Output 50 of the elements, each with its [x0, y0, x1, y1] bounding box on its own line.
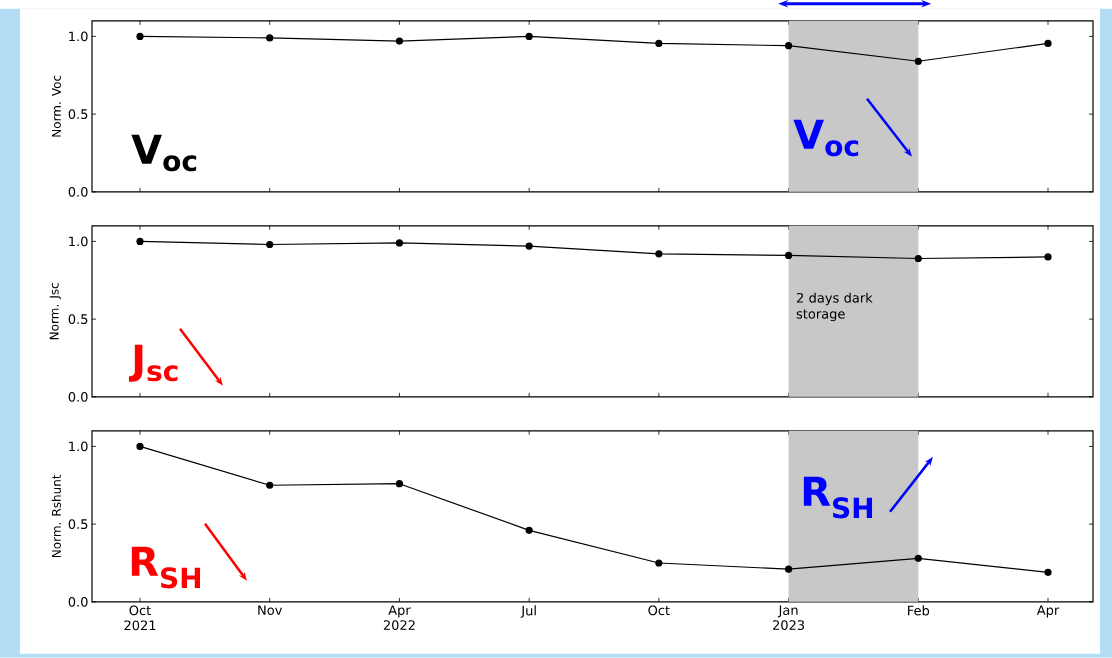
x-tick-label: Apr: [1036, 605, 1060, 618]
point: [655, 39, 663, 48]
y-tick-label: 0.0: [68, 597, 88, 607]
point: [1044, 568, 1052, 576]
point: [136, 237, 144, 246]
band-label: 2 days dark storage: [796, 292, 873, 322]
point: [914, 554, 922, 562]
x-tick-label: Jul: [520, 605, 536, 618]
annotation: J$_{sc}$: [128, 344, 178, 382]
point: [136, 442, 144, 451]
point: [1044, 39, 1052, 48]
point: [136, 32, 144, 41]
x-tick-label: Nov: [258, 605, 283, 616]
point: [266, 34, 274, 42]
y-axis-title: Norm. Rshunt: [51, 474, 61, 558]
point: [1044, 253, 1052, 261]
point: [525, 242, 533, 250]
point: [655, 250, 663, 258]
point: [395, 37, 404, 45]
x-tick-label: Jan 2023: [773, 605, 805, 631]
point: [525, 526, 533, 535]
x-tick-label: Feb: [908, 605, 930, 616]
point: [914, 254, 922, 263]
point: [266, 240, 274, 249]
point: [655, 559, 663, 567]
point: [914, 57, 922, 65]
y-tick-label: 1.0: [69, 236, 88, 247]
y-tick-label: 0.0: [68, 392, 88, 402]
x-tick-label: Oct 2021: [124, 605, 156, 631]
point: [784, 565, 793, 573]
x-tick-label: Oct: [648, 605, 670, 616]
point: [266, 481, 274, 489]
y-axis-title: Norm. Voc: [52, 75, 61, 137]
y-tick-label: 1.0: [69, 441, 88, 452]
point: [525, 32, 533, 41]
annotation: R$_{SH}$: [803, 476, 873, 519]
y-axis-title: Norm. Jsc: [49, 283, 61, 340]
point: [784, 42, 793, 50]
annotation: V$_{oc}$: [131, 134, 197, 172]
annotation: V$_{oc}$: [793, 119, 859, 157]
y-tick-label: 0.5: [68, 314, 88, 325]
annotation: R$_{SH}$: [131, 546, 201, 589]
point: [395, 480, 404, 488]
y-tick-label: 1.0: [69, 31, 88, 42]
y-tick-label: 0.5: [68, 519, 88, 530]
point: [395, 239, 404, 247]
y-tick-label: 0.5: [68, 109, 88, 120]
y-tick-label: 0.0: [68, 187, 88, 197]
point: [784, 251, 793, 260]
x-tick-label: Apr 2022: [383, 605, 415, 631]
